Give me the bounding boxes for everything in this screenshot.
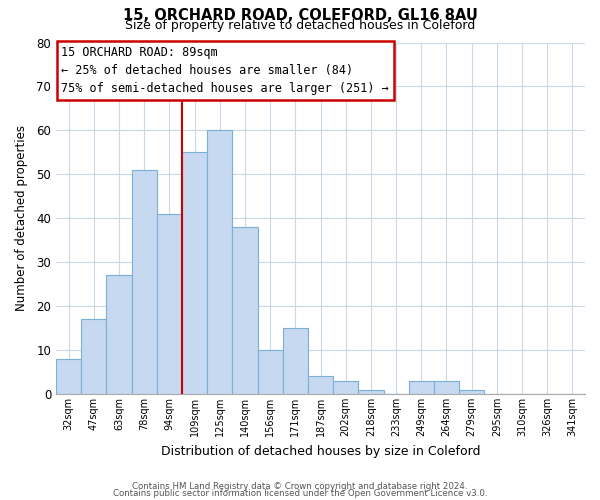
Text: 15, ORCHARD ROAD, COLEFORD, GL16 8AU: 15, ORCHARD ROAD, COLEFORD, GL16 8AU — [122, 8, 478, 22]
Bar — [56, 359, 81, 394]
Text: 15 ORCHARD ROAD: 89sqm
← 25% of detached houses are smaller (84)
75% of semi-det: 15 ORCHARD ROAD: 89sqm ← 25% of detached… — [61, 46, 389, 95]
Bar — [308, 376, 333, 394]
Bar — [232, 227, 257, 394]
Text: Contains HM Land Registry data © Crown copyright and database right 2024.: Contains HM Land Registry data © Crown c… — [132, 482, 468, 491]
Text: Contains public sector information licensed under the Open Government Licence v3: Contains public sector information licen… — [113, 490, 487, 498]
Bar — [283, 328, 308, 394]
Bar — [157, 214, 182, 394]
Bar — [106, 276, 131, 394]
X-axis label: Distribution of detached houses by size in Coleford: Distribution of detached houses by size … — [161, 444, 480, 458]
Bar — [434, 381, 459, 394]
Bar — [182, 152, 207, 394]
Y-axis label: Number of detached properties: Number of detached properties — [15, 126, 28, 312]
Bar — [207, 130, 232, 394]
Bar — [81, 320, 106, 394]
Text: Size of property relative to detached houses in Coleford: Size of property relative to detached ho… — [125, 18, 475, 32]
Bar — [333, 381, 358, 394]
Bar — [459, 390, 484, 394]
Bar — [358, 390, 383, 394]
Bar — [257, 350, 283, 394]
Bar — [409, 381, 434, 394]
Bar — [131, 170, 157, 394]
